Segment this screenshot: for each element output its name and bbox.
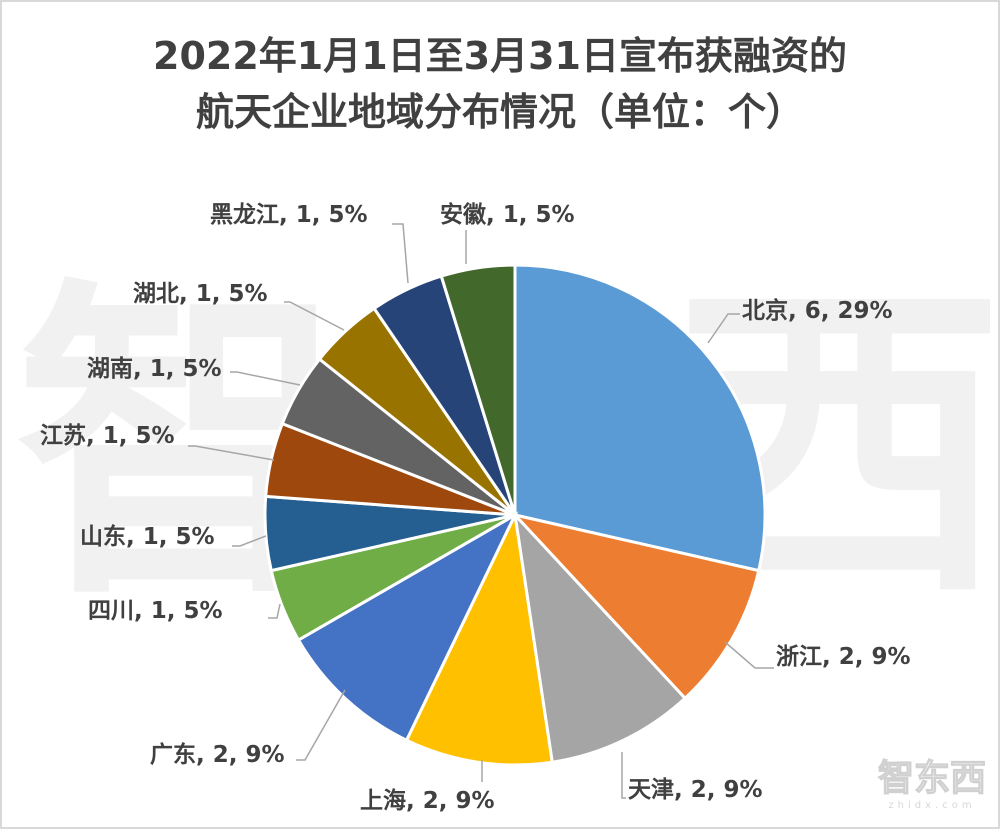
data-label: 山东, 1, 5% [80, 523, 215, 550]
data-label: 广东, 2, 9% [150, 741, 285, 768]
pie-slice [513, 263, 767, 573]
chart-title: 2022年1月1日至3月31日宣布获融资的 航天企业地域分布情况（单位：个） [0, 28, 1000, 140]
pie-slice [296, 511, 519, 743]
pie-slice [439, 263, 517, 516]
leader-line [707, 313, 740, 344]
pie-slices [263, 263, 767, 767]
leader-line [392, 223, 409, 284]
leader-line [268, 603, 281, 619]
leader-lines [188, 223, 774, 799]
leader-line [284, 301, 345, 331]
data-labels: 北京, 6, 29% 浙江, 2, 9% 天津, 2, 9% 上海, 2, 9% 广东,… [40, 201, 911, 814]
pie-slice [404, 509, 554, 767]
data-label: 浙江, 2, 9% [776, 644, 911, 670]
chart-title-line-2: 航天企业地域分布情况（单位：个） [195, 90, 804, 134]
leader-line [621, 752, 626, 799]
data-label: 黑龙江, 1, 5% [210, 202, 368, 228]
data-label: 江苏, 1, 5% [40, 423, 175, 449]
pie-slice [510, 512, 761, 701]
leader-line [188, 445, 275, 461]
pie-slice [512, 510, 688, 764]
leader-line [230, 371, 301, 386]
watermark-url: zhidx.com [888, 800, 975, 811]
data-label: 安徽, 1, 5% [440, 201, 575, 228]
leader-line [296, 689, 346, 761]
leader-line [724, 641, 774, 669]
data-label: 上海, 2, 9% [360, 787, 495, 814]
data-label: 湖南, 1, 5% [87, 356, 222, 382]
leader-line [232, 535, 267, 547]
chart-title-line-1: 2022年1月1日至3月31日宣布获融资的 [153, 34, 847, 78]
watermark-logo: 智东西 [878, 758, 986, 799]
data-label: 四川, 1, 5% [88, 598, 223, 624]
data-label: 北京, 6, 29% [742, 297, 893, 324]
watermark-corner: 智东西 zhidx.com [877, 757, 986, 811]
data-label: 湖北, 1, 5% [133, 281, 268, 307]
data-label: 天津, 2, 9% [628, 776, 763, 803]
